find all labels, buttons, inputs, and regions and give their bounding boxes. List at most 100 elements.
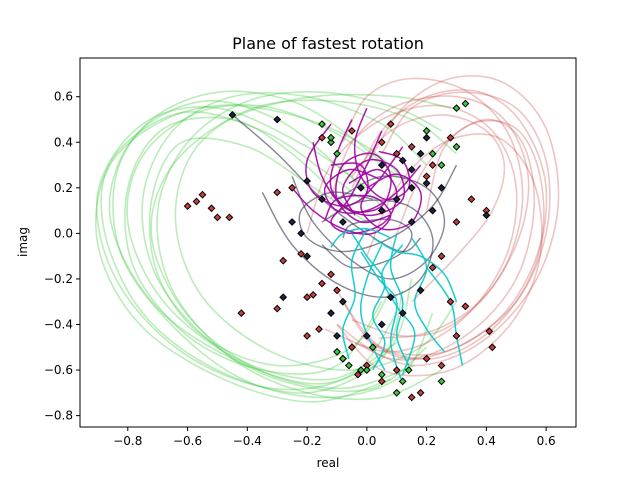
marker-red-30 [446,297,455,306]
marker-green-13 [398,377,407,386]
series-line-red-21 [351,114,506,303]
x-axis-ticks: −0.8 −0.6 −0.4 −0.2 0.0 0.2 0.4 0.6 [113,427,556,448]
marker-red-34 [452,218,461,226]
series-line-red-12 [336,89,548,360]
marker-red-17 [303,331,312,340]
marker-dark-0 [228,110,237,119]
marker-green-11 [362,366,371,375]
marker-red-35 [467,195,476,204]
marker-red-2 [198,190,207,199]
marker-dark-29 [422,133,431,142]
marker-red-47 [386,120,395,129]
marker-red-25 [407,393,416,402]
marker-red-41 [407,142,416,151]
series-line-dark-25 [298,164,458,253]
y-tick-label: −0.4 [44,318,73,332]
chart-title: Plane of fastest rotation [232,34,424,53]
marker-red-31 [461,302,470,311]
marker-red-46 [347,126,356,135]
series-line-red-15 [336,91,551,361]
series-line-cyan-41 [372,237,458,303]
marker-green-10 [338,354,347,363]
y-tick-label: 0.2 [54,181,73,195]
marker-dark-26 [338,218,347,226]
marker-dark-19 [428,206,437,215]
marker-dark-14 [377,206,386,215]
marker-dark-13 [416,286,425,295]
marker-red-0 [183,202,192,211]
marker-green-12 [377,370,386,379]
marker-green-0 [333,149,341,158]
marker-red-26 [416,388,425,397]
marker-dark-12 [398,309,407,318]
marker-red-39 [377,138,386,147]
series-line-dark-23 [261,192,434,298]
y-tick-label: 0.0 [54,226,73,240]
marker-dark-15 [392,195,401,204]
marker-green-15 [437,377,446,386]
marker-red-10 [279,256,288,265]
series-line-cyan-37 [342,228,368,359]
y-tick-label: 0.4 [54,135,73,149]
series-line-red-19 [360,118,536,360]
marker-red-6 [273,188,282,197]
series-line-cyan-44 [330,227,391,248]
marker-dark-10 [362,331,371,340]
marker-dark-9 [333,331,341,340]
marker-dark-5 [303,252,312,261]
plot-frame [79,57,577,428]
marker-red-20 [347,343,356,352]
marker-red-29 [452,331,461,340]
series-line-red-16 [342,119,545,356]
marker-red-43 [428,161,437,170]
series-line-dark-26 [231,114,422,253]
series-line-green-0 [100,111,404,394]
y-tick-label: 0.6 [54,90,73,104]
series-line-green-2 [108,99,413,385]
series-line-green-1 [95,106,398,391]
x-tick-label: −0.4 [233,434,262,448]
marker-red-45 [318,133,326,142]
marker-dark-3 [318,195,326,204]
series-line-cyan-42 [425,267,464,366]
marker-green-2 [318,120,326,129]
marker-green-18 [344,361,353,370]
marker-dark-6 [297,229,306,238]
series-line-red-18 [336,133,543,377]
x-tick-label: 0.4 [477,434,496,448]
series-line-green-5 [141,92,428,393]
marker-dark-28 [356,183,365,192]
marker-red-13 [309,290,318,299]
marker-green-4 [461,99,470,108]
series-line-green-11 [150,93,451,390]
marker-red-14 [318,279,326,288]
x-tick-label: 0.0 [357,434,376,448]
marker-red-7 [288,183,297,192]
marker-dark-7 [327,309,335,318]
marker-green-3 [452,104,461,113]
marker-red-32 [428,263,437,272]
series-line-red-17 [306,104,518,353]
marker-green-7 [428,149,437,158]
marker-dark-16 [407,183,416,192]
y-axis-ticks: −0.8 −0.6 −0.4 −0.2 0.0 0.2 0.4 0.6 [44,90,80,423]
series-line-magenta-31 [291,187,392,235]
marker-green-6 [437,161,446,170]
x-tick-label: −0.2 [293,434,322,448]
marker-red-11 [297,249,306,258]
y-tick-label: −0.8 [44,409,73,423]
marker-red-37 [488,343,497,352]
series-line-red-13 [354,75,560,367]
marker-green-9 [333,347,341,356]
marker-red-24 [392,366,401,375]
marker-red-33 [437,252,446,261]
marker-green-14 [404,366,413,375]
marker-dark-21 [482,211,491,220]
marker-red-28 [437,361,446,370]
marker-dark-4 [288,218,297,226]
marker-red-5 [225,213,234,222]
series-line-green-4 [112,90,434,399]
